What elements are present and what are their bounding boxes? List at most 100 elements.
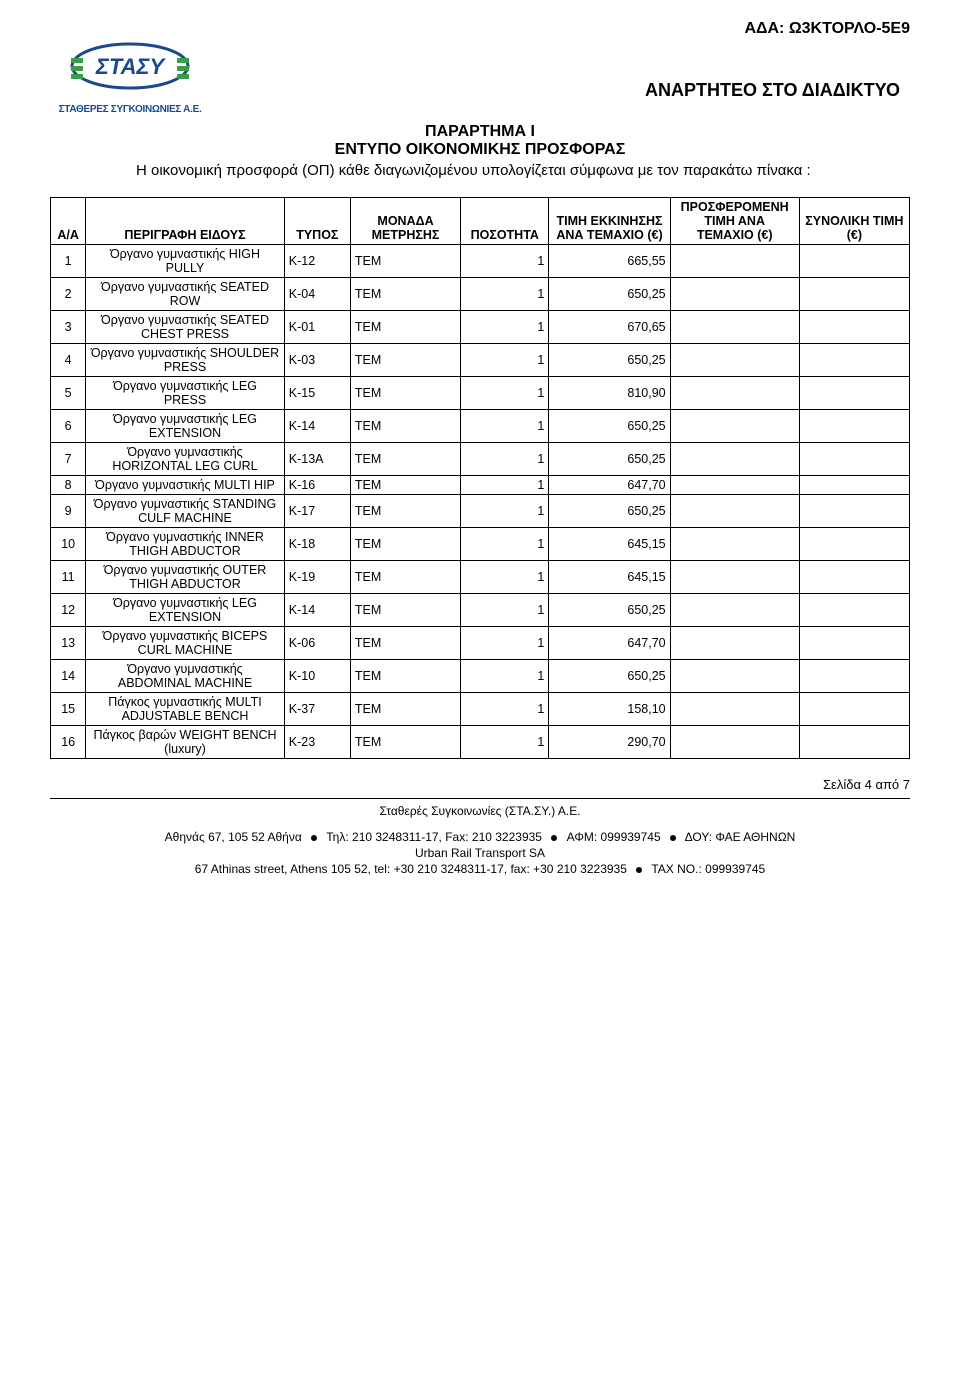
cell-qty: 1: [461, 409, 549, 442]
cell-type: K-15: [284, 376, 350, 409]
cell-start: 645,15: [549, 560, 670, 593]
cell-type: K-12: [284, 244, 350, 277]
table-row: 9Όργανο γυμναστικής STANDING CULF MACHIN…: [51, 494, 910, 527]
cell-total: [799, 593, 909, 626]
table-row: 11Όργανο γυμναστικής OUTER THIGH ABDUCTO…: [51, 560, 910, 593]
header-row: ΣΤΑΣΥ ΣΤΑΘΕΡΕΣ ΣΥΓΚΟΙΝΩΝΙΕΣ Α.Ε. ΑΝΑΡΤΗΤ…: [50, 42, 910, 115]
cell-desc: Όργανο γυμναστικής LEG EXTENSION: [86, 593, 284, 626]
cell-type: K-06: [284, 626, 350, 659]
cell-qty: 1: [461, 593, 549, 626]
cell-total: [799, 310, 909, 343]
cell-type: K-13A: [284, 442, 350, 475]
cell-total: [799, 376, 909, 409]
cell-qty: 1: [461, 659, 549, 692]
cell-aa: 16: [51, 725, 86, 758]
cell-offer: [670, 343, 799, 376]
bullet-icon: [670, 835, 676, 841]
cell-desc: Πάγκος βαρών WEIGHT BENCH (luxury): [86, 725, 284, 758]
cell-offer: [670, 593, 799, 626]
intro-text: Η οικονομική προσφορά (ΟΠ) κάθε διαγωνιζ…: [136, 161, 910, 181]
table-header-row: Α/Α ΠΕΡΙΓΡΑΦΗ ΕΙΔΟΥΣ ΤΥΠΟΣ ΜΟΝΑΔΑ ΜΕΤΡΗΣ…: [51, 197, 910, 244]
table-row: 12Όργανο γυμναστικής LEG EXTENSIONK-14ΤΕ…: [51, 593, 910, 626]
cell-aa: 12: [51, 593, 86, 626]
footer-afm: ΑΦΜ: 099939745: [567, 830, 661, 844]
cell-aa: 4: [51, 343, 86, 376]
cell-unit: ΤΕΜ: [350, 725, 460, 758]
cell-type: K-37: [284, 692, 350, 725]
cell-start: 647,70: [549, 626, 670, 659]
cell-type: K-14: [284, 593, 350, 626]
cell-desc: Όργανο γυμναστικής SHOULDER PRESS: [86, 343, 284, 376]
cell-total: [799, 277, 909, 310]
cell-aa: 9: [51, 494, 86, 527]
stasy-logo-icon: ΣΤΑΣΥ: [65, 42, 195, 102]
footer-company-gr: Σταθερές Συγκοινωνίες (ΣΤΑ.ΣΥ.) Α.Ε.: [50, 803, 910, 819]
cell-aa: 13: [51, 626, 86, 659]
table-row: 10Όργανο γυμναστικής INNER THIGH ABDUCTO…: [51, 527, 910, 560]
cell-unit: ΤΕΜ: [350, 310, 460, 343]
cell-total: [799, 626, 909, 659]
cell-type: K-17: [284, 494, 350, 527]
cell-offer: [670, 475, 799, 494]
cell-qty: 1: [461, 277, 549, 310]
cell-start: 650,25: [549, 494, 670, 527]
cell-unit: ΤΕΜ: [350, 277, 460, 310]
cell-type: K-03: [284, 343, 350, 376]
cell-desc: Όργανο γυμναστικής OUTER THIGH ABDUCTOR: [86, 560, 284, 593]
cell-start: 650,25: [549, 659, 670, 692]
footer-doy: ΔΟΥ: ΦΑΕ ΑΘΗΝΩΝ: [685, 830, 796, 844]
cell-start: 650,25: [549, 442, 670, 475]
cell-qty: 1: [461, 310, 549, 343]
th-aa: Α/Α: [51, 197, 86, 244]
cell-aa: 15: [51, 692, 86, 725]
bullet-icon: [636, 867, 642, 873]
footer-addr-gr: Αθηνάς 67, 105 52 Αθήνα: [165, 830, 302, 844]
bullet-icon: [551, 835, 557, 841]
page-number: Σελίδα 4 από 7: [50, 777, 910, 792]
cell-desc: Όργανο γυμναστικής SEATED CHEST PRESS: [86, 310, 284, 343]
cell-unit: ΤΕΜ: [350, 376, 460, 409]
cell-unit: ΤΕΜ: [350, 692, 460, 725]
cell-offer: [670, 310, 799, 343]
cell-desc: Όργανο γυμναστικής LEG PRESS: [86, 376, 284, 409]
cell-aa: 11: [51, 560, 86, 593]
footer: Σταθερές Συγκοινωνίες (ΣΤΑ.ΣΥ.) Α.Ε. Αθη…: [50, 798, 910, 878]
table-row: 7Όργανο γυμναστικής HORIZONTAL LEG CURLK…: [51, 442, 910, 475]
footer-line-2: 67 Athinas street, Athens 105 52, tel: +…: [50, 861, 910, 877]
footer-divider: [50, 798, 910, 799]
table-row: 6Όργανο γυμναστικής LEG EXTENSIONK-14ΤΕΜ…: [51, 409, 910, 442]
cell-unit: ΤΕΜ: [350, 560, 460, 593]
cell-total: [799, 494, 909, 527]
cell-start: 810,90: [549, 376, 670, 409]
cell-offer: [670, 692, 799, 725]
document-page: ΑΔΑ: Ω3ΚΤΟΡΛΟ-5Ε9 ΣΤΑΣΥ ΣΤΑΘΕΡΕΣ ΣΥΓΚΟΙΝ…: [0, 0, 960, 907]
cell-start: 290,70: [549, 725, 670, 758]
ada-code: ΑΔΑ: Ω3ΚΤΟΡΛΟ-5Ε9: [50, 20, 910, 38]
cell-start: 647,70: [549, 475, 670, 494]
cell-unit: ΤΕΜ: [350, 593, 460, 626]
cell-type: K-01: [284, 310, 350, 343]
cell-desc: Όργανο γυμναστικής HORIZONTAL LEG CURL: [86, 442, 284, 475]
cell-qty: 1: [461, 626, 549, 659]
cell-offer: [670, 659, 799, 692]
cell-desc: Όργανο γυμναστικής HIGH PULLY: [86, 244, 284, 277]
table-row: 1Όργανο γυμναστικής HIGH PULLYK-12ΤΕΜ166…: [51, 244, 910, 277]
cell-qty: 1: [461, 692, 549, 725]
cell-unit: ΤΕΜ: [350, 626, 460, 659]
cell-start: 670,65: [549, 310, 670, 343]
table-row: 4Όργανο γυμναστικής SHOULDER PRESSK-03ΤΕ…: [51, 343, 910, 376]
cell-offer: [670, 442, 799, 475]
cell-type: K-16: [284, 475, 350, 494]
cell-start: 650,25: [549, 343, 670, 376]
cell-qty: 1: [461, 442, 549, 475]
footer-tax-en: TAX NO.: 099939745: [651, 862, 765, 876]
cell-desc: Όργανο γυμναστικής STANDING CULF MACHINE: [86, 494, 284, 527]
cell-unit: ΤΕΜ: [350, 527, 460, 560]
cell-desc: Όργανο γυμναστικής SEATED ROW: [86, 277, 284, 310]
table-row: 15Πάγκος γυμναστικής MULTI ADJUSTABLE BE…: [51, 692, 910, 725]
footer-addr-en: 67 Athinas street, Athens 105 52, tel: +…: [195, 862, 627, 876]
cell-aa: 7: [51, 442, 86, 475]
cell-aa: 3: [51, 310, 86, 343]
th-offer: ΠΡΟΣΦΕΡΟΜΕΝΗ ΤΙΜΗ ΑΝΑ ΤΕΜΑΧΙΟ (€): [670, 197, 799, 244]
table-row: 2Όργανο γυμναστικής SEATED ROWK-04ΤΕΜ165…: [51, 277, 910, 310]
